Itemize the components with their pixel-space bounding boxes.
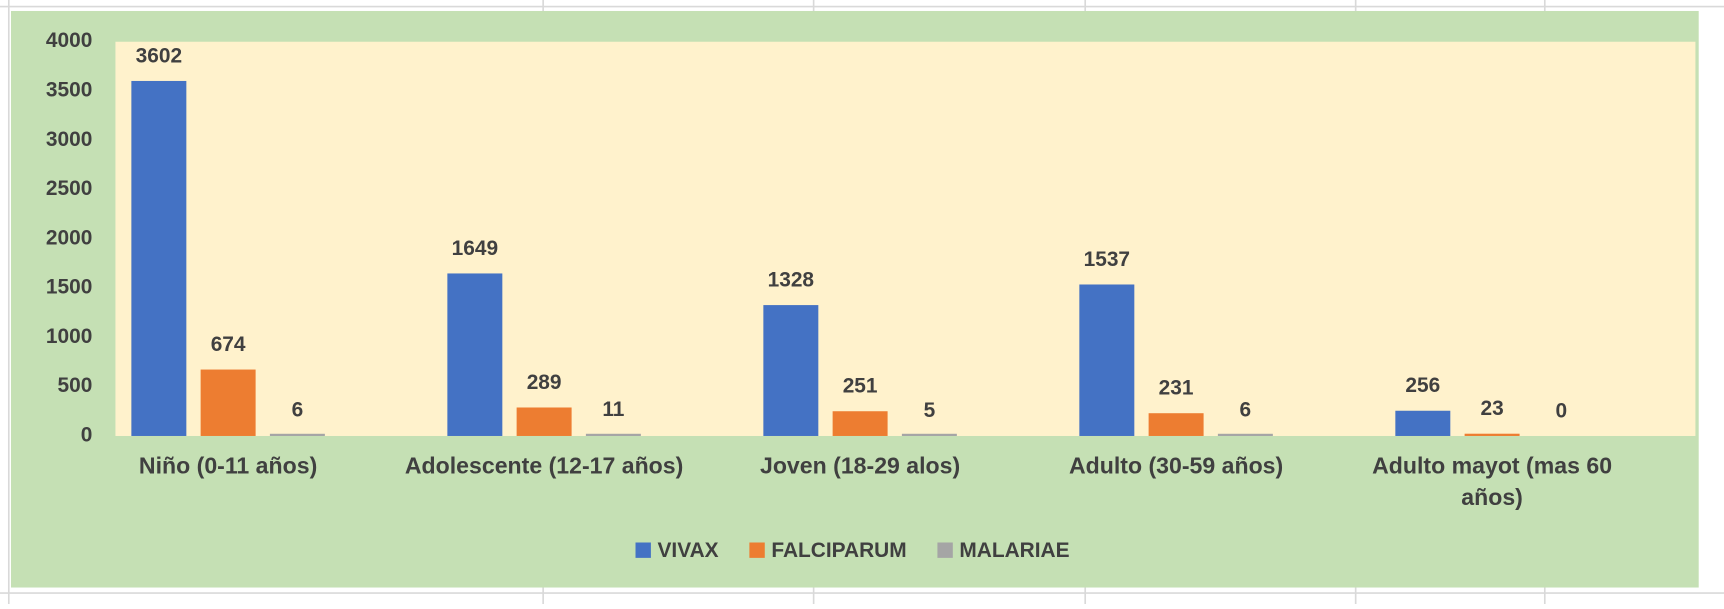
data-label: 231 xyxy=(1159,377,1194,400)
bar xyxy=(1217,433,1273,436)
bar xyxy=(1079,284,1135,436)
legend-label: MALARIAE xyxy=(959,539,1069,562)
y-tick-label: 4000 xyxy=(46,29,92,52)
data-label: 23 xyxy=(1480,397,1503,420)
bar xyxy=(1464,433,1520,436)
legend-label: VIVAX xyxy=(657,539,718,562)
x-tick-label: Adolescente (12-17 años) xyxy=(404,453,684,479)
x-tick-label: Joven (18-29 alos) xyxy=(759,453,961,479)
y-tick-label: 0 xyxy=(81,424,93,447)
y-tick-label: 1500 xyxy=(46,276,92,299)
bar xyxy=(585,433,641,436)
y-tick-label: 2500 xyxy=(46,177,92,200)
data-label: 3602 xyxy=(136,44,182,67)
bar xyxy=(1148,413,1204,436)
x-tick-label: Adulto mayot (mas 60 años) xyxy=(1372,453,1613,511)
x-tick-label: Adulto (30-59 años) xyxy=(1068,453,1284,479)
y-tick-label: 3000 xyxy=(46,128,92,151)
data-label: 11 xyxy=(602,398,624,421)
data-label: 256 xyxy=(1405,374,1440,397)
bar xyxy=(901,433,957,436)
bar xyxy=(1395,410,1451,436)
plot-area xyxy=(115,41,1696,436)
y-tick-label: 3500 xyxy=(46,79,92,102)
data-label: 251 xyxy=(843,375,878,398)
bar xyxy=(200,369,256,436)
x-tick-label-box: Joven (18-29 alos) xyxy=(759,453,961,479)
bar xyxy=(516,407,572,436)
x-tick-label-box: Adulto (30-59 años) xyxy=(1068,453,1284,479)
legend-swatch xyxy=(635,542,651,558)
legend: VIVAX FALCIPARUM MALARIAE xyxy=(635,539,1070,562)
bar xyxy=(763,305,819,436)
data-label: 1649 xyxy=(452,237,498,260)
bar xyxy=(131,80,187,436)
x-tick-label-box: Adulto mayot (mas 60 años) xyxy=(1372,453,1613,511)
y-tick-label: 500 xyxy=(58,374,93,397)
data-label: 289 xyxy=(527,371,562,394)
legend-label: FALCIPARUM xyxy=(771,539,906,562)
data-label: 674 xyxy=(211,333,246,356)
data-label: 1328 xyxy=(768,268,814,291)
data-label: 0 xyxy=(1556,399,1568,422)
y-tick-label: 1000 xyxy=(46,325,92,348)
bar xyxy=(447,273,503,436)
data-label: 6 xyxy=(292,399,304,422)
bar xyxy=(269,433,325,436)
legend-swatch xyxy=(749,542,765,558)
bar xyxy=(832,411,888,436)
y-tick-label: 2000 xyxy=(46,226,92,249)
x-tick-label: Niño (0-11 años) xyxy=(138,453,318,479)
legend-swatch xyxy=(937,542,953,558)
data-label: 1537 xyxy=(1084,248,1130,271)
x-tick-label-box: Adolescente (12-17 años) xyxy=(404,453,684,479)
x-tick-label-box: Niño (0-11 años) xyxy=(138,453,318,479)
data-label: 6 xyxy=(1240,399,1252,422)
data-label: 5 xyxy=(924,399,936,422)
